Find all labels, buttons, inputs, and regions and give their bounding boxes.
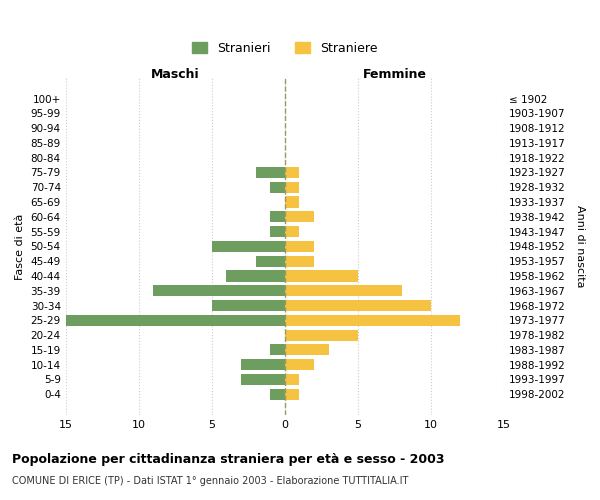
Bar: [226, 270, 285, 281]
Bar: [285, 330, 358, 340]
Bar: [212, 241, 285, 252]
Text: Maschi: Maschi: [151, 68, 200, 81]
Bar: [241, 374, 285, 385]
Bar: [285, 256, 314, 266]
Text: Popolazione per cittadinanza straniera per età e sesso - 2003: Popolazione per cittadinanza straniera p…: [12, 452, 445, 466]
Bar: [256, 256, 285, 266]
Bar: [154, 285, 285, 296]
Bar: [51, 315, 285, 326]
Bar: [285, 196, 299, 207]
Bar: [212, 300, 285, 311]
Y-axis label: Anni di nascita: Anni di nascita: [575, 205, 585, 288]
Bar: [256, 167, 285, 178]
Bar: [285, 374, 299, 385]
Legend: Stranieri, Straniere: Stranieri, Straniere: [187, 36, 383, 60]
Bar: [285, 212, 314, 222]
Bar: [285, 270, 358, 281]
Bar: [285, 300, 431, 311]
Bar: [285, 167, 299, 178]
Bar: [285, 344, 329, 356]
Bar: [270, 182, 285, 193]
Bar: [270, 212, 285, 222]
Bar: [285, 315, 460, 326]
Bar: [241, 359, 285, 370]
Bar: [270, 388, 285, 400]
Bar: [270, 226, 285, 237]
Y-axis label: Fasce di età: Fasce di età: [15, 213, 25, 280]
Text: Femmine: Femmine: [362, 68, 427, 81]
Bar: [270, 344, 285, 356]
Bar: [285, 226, 299, 237]
Bar: [285, 241, 314, 252]
Bar: [285, 182, 299, 193]
Bar: [285, 388, 299, 400]
Bar: [285, 359, 314, 370]
Text: COMUNE DI ERICE (TP) - Dati ISTAT 1° gennaio 2003 - Elaborazione TUTTITALIA.IT: COMUNE DI ERICE (TP) - Dati ISTAT 1° gen…: [12, 476, 409, 486]
Bar: [285, 285, 401, 296]
